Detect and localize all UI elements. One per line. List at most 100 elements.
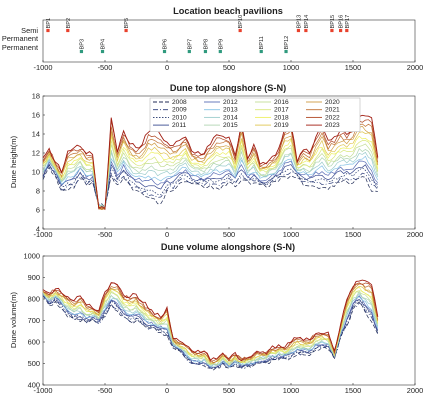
legend-label-2017: 2017 [274,107,289,114]
dune-volume-title: Dune volume alongshore (S-N) [161,242,295,252]
dune-top-ylabel: Dune height(m) [9,135,18,188]
pavilion-marker [218,49,222,54]
pavilion-marker [124,28,128,33]
pavilions-xtick-label: -500 [98,63,113,72]
dune-top-series [42,114,379,211]
pavilions-xtick-label: 1000 [283,63,299,72]
pavilion-label: BP12 [284,36,290,50]
ytick-label: 4 [36,225,40,234]
legend-label-2013: 2013 [223,107,238,114]
dune-volume-ylabel: Dune volume(m) [9,291,18,348]
pavilion-marker [79,49,84,54]
legend-label-2015: 2015 [223,122,238,129]
xtick-label: -1000 [34,386,53,395]
series-2015 [42,290,379,367]
pavilions-ytick-semi: Semi [21,26,38,35]
pavilion-label: BP16 [339,15,345,29]
pavilion-label: BP8 [203,39,209,50]
pavilion-label: BP4 [101,39,107,50]
xtick-label: -1000 [34,230,53,239]
ytick-label: 16 [32,111,40,120]
panel-pavilions: Location beach pavilions Semi Permanent … [2,6,423,72]
pavilion-label: BP13 [296,15,302,29]
xtick-label: -500 [98,230,113,239]
xtick-label: 0 [165,230,169,239]
legend-label-2012: 2012 [223,99,238,106]
dune-top-title: Dune top alongshore (S-N) [170,83,286,93]
ytick-label: 14 [32,130,40,139]
pavilion-marker [162,49,167,54]
legend-label-2022: 2022 [325,114,340,121]
pavilions-axis-box [42,19,416,63]
pavilion-label: BP3 [79,39,85,50]
pavilion-label: BP15 [330,15,336,29]
series-2012 [42,292,379,369]
xtick-label: 2000 [407,230,423,239]
pavilion-label: BP10 [238,15,244,29]
panel-dune-volume: Dune volume alongshore (S-N) Dune volume… [9,242,423,395]
legend-label-2010: 2010 [172,114,187,121]
xtick-label: 1000 [283,230,299,239]
pavilions-title: Location beach pavilions [173,6,283,16]
pavilion-label: BP7 [187,39,193,50]
legend-box [149,97,361,132]
pavilion-marker [203,49,208,54]
dune-volume-series [42,279,379,371]
pavilion-label: BP17 [345,15,351,29]
series-2022 [42,282,379,362]
ytick-label: 8 [36,187,40,196]
xtick-label: 2000 [407,386,423,395]
pavilion-marker [284,49,288,54]
ytick-label: 400 [28,381,40,390]
legend-label-2023: 2023 [325,122,340,129]
ytick-label: 18 [32,92,40,101]
pavilion-marker [238,28,242,33]
pavilion-marker [66,28,70,33]
ytick-label: 900 [28,273,40,282]
legend-label-2014: 2014 [223,114,238,121]
pavilion-label: BP5 [124,18,130,29]
pavilion-marker [304,28,308,33]
legend-label-2020: 2020 [325,99,340,106]
ytick-label: 500 [28,359,40,368]
legend-label-2019: 2019 [274,122,289,129]
dune-top-ticks: -1000 -500 0 500 1000 1500 2000 4 6 8 10 12 14 16 18 [32,92,423,240]
pavilion-marker [187,49,191,54]
ytick-label: 10 [32,168,40,177]
pavilions-x-ticks: -1000 -500 0 500 1000 1500 2000 [34,60,423,72]
pavilion-marker [330,28,334,33]
pavilion-label: BP9 [218,39,224,50]
ytick-label: 600 [28,338,40,347]
legend-label-2008: 2008 [172,99,187,106]
panel-dune-top: Dune top alongshore (S-N) Dune height(m)… [9,83,423,239]
pavilions-xtick-label: 500 [223,63,235,72]
xtick-label: 500 [223,230,235,239]
xtick-label: 500 [223,386,235,395]
pavilions-xtick-label: 0 [165,63,169,72]
pavilions-xtick-label: 1500 [345,63,361,72]
pavilions-ytick-permanent-1: Permanent [2,34,38,43]
xtick-label: 1500 [345,386,361,395]
series-2011 [42,295,379,369]
pavilion-label: BP11 [259,36,265,49]
legend-label-2018: 2018 [274,114,289,121]
ytick-label: 1000 [24,252,40,261]
xtick-label: 1000 [283,386,299,395]
pavilion-marker [259,49,263,54]
legend-label-2011: 2011 [172,122,187,129]
pavilions-markers: BP1 BP2 BP5 BP10 BP13 BP14 BP15 BP16 BP17 BP3 BP4 B… [46,15,351,54]
legend-label-2009: 2009 [172,107,187,114]
xtick-label: 1500 [345,230,361,239]
pavilion-label: BP1 [46,18,52,29]
pavilion-marker [100,49,105,54]
ytick-label: 800 [28,295,40,304]
ytick-label: 6 [36,206,40,215]
xtick-label: 0 [165,386,169,395]
series-2023 [42,279,379,362]
pavilion-label: BP2 [66,18,72,29]
pavilion-marker [46,28,50,33]
pavilions-ytick-permanent-2: Permanent [2,43,38,52]
pavilions-xtick-label: -1000 [34,63,53,72]
series-2020 [42,283,379,364]
